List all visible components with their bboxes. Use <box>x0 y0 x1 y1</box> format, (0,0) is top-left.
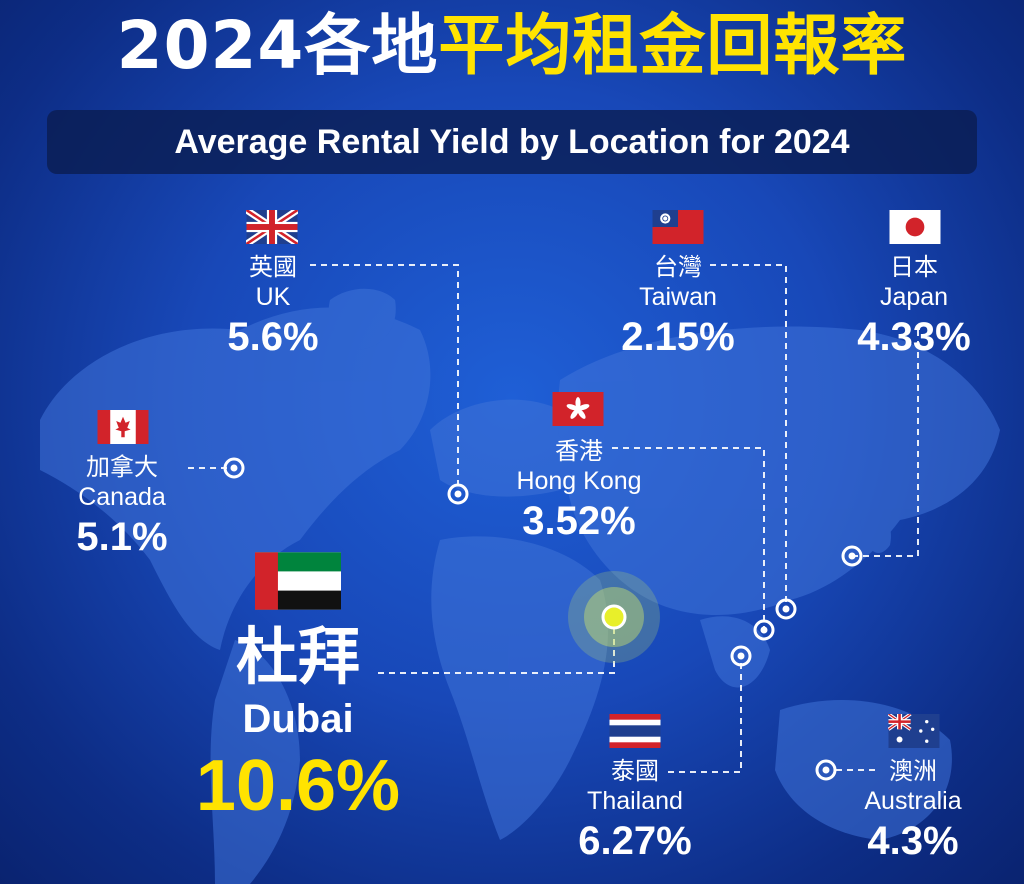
uk-flag-icon <box>246 210 298 244</box>
uae-flag-icon <box>255 552 341 610</box>
dubai-marker <box>601 604 627 630</box>
hongkong-marker <box>753 619 775 641</box>
dubai-name-en: Dubai <box>242 697 354 741</box>
continents <box>40 288 1000 884</box>
japan-flag-icon <box>889 210 941 244</box>
location-taiwan: 台灣 Taiwan 2.15% <box>598 252 758 362</box>
taiwan-marker <box>775 598 797 620</box>
thailand-yield: 6.27% <box>578 819 692 863</box>
thailand-marker <box>730 645 752 667</box>
location-uk: 英國 UK 5.6% <box>193 252 353 362</box>
location-hongkong: 香港 Hong Kong 3.52% <box>488 436 670 546</box>
uk-marker <box>447 483 469 505</box>
australia-flag-icon <box>888 714 940 748</box>
australia-name-zh: 澳洲 <box>889 757 937 785</box>
title-yellow: 平均租金回報率 <box>438 7 908 84</box>
thailand-flag-icon <box>609 714 661 748</box>
canada-name-zh: 加拿大 <box>86 453 158 481</box>
canada-yield: 5.1% <box>76 515 168 559</box>
hongkong-yield: 3.52% <box>522 499 636 543</box>
dubai-name-zh: 杜拜 <box>235 620 360 693</box>
taiwan-name-en: Taiwan <box>639 283 717 311</box>
subtitle: Average Rental Yield by Location for 202… <box>174 123 850 161</box>
canada-flag-icon <box>97 410 149 444</box>
location-australia: 澳洲 Australia 4.3% <box>833 756 993 866</box>
uk-name-zh: 英國 <box>249 253 297 281</box>
subtitle-box: Average Rental Yield by Location for 202… <box>47 110 977 174</box>
location-dubai: 杜拜 Dubai 10.6% <box>178 620 418 828</box>
hongkong-flag-icon <box>552 392 604 426</box>
title-white: 2024各地 <box>116 7 439 84</box>
japan-yield: 4.33% <box>857 315 971 359</box>
taiwan-flag-icon <box>652 210 704 244</box>
thailand-name-en: Thailand <box>587 787 683 815</box>
hongkong-name-zh: 香港 <box>555 437 603 465</box>
canada-name-en: Canada <box>78 483 166 511</box>
dubai-yield: 10.6% <box>195 746 401 826</box>
japan-name-zh: 日本 <box>890 253 938 281</box>
japan-name-en: Japan <box>879 283 949 311</box>
hongkong-name-en: Hong Kong <box>516 467 642 495</box>
japan-marker <box>841 545 863 567</box>
location-canada: 加拿大 Canada 5.1% <box>42 452 202 562</box>
thailand-name-zh: 泰國 <box>611 757 659 785</box>
australia-name-en: Australia <box>864 787 962 815</box>
australia-yield: 4.3% <box>867 819 959 863</box>
canada-marker <box>223 457 245 479</box>
taiwan-yield: 2.15% <box>621 315 735 359</box>
location-markers <box>223 457 863 781</box>
page-title: 2024各地平均租金回報率 <box>0 6 1024 86</box>
location-thailand: 泰國 Thailand 6.27% <box>555 756 715 866</box>
taiwan-name-zh: 台灣 <box>654 253 702 281</box>
uk-name-en: UK <box>255 283 291 311</box>
location-japan: 日本 Japan 4.33% <box>834 252 994 362</box>
uk-yield: 5.6% <box>227 315 319 359</box>
australia-marker <box>815 759 837 781</box>
